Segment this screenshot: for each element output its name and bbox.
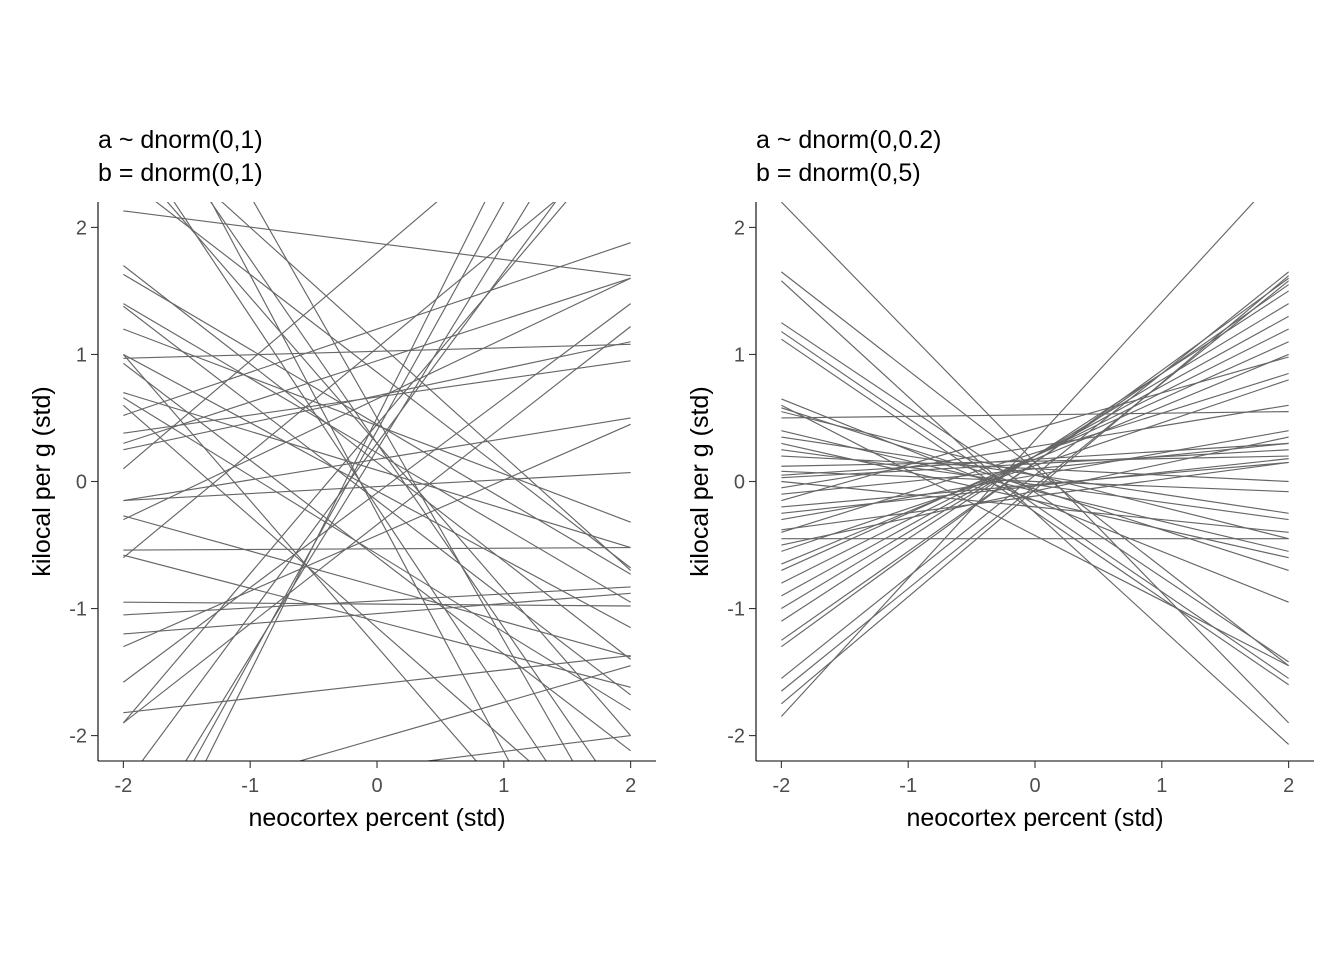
- y-tick-label: 2: [76, 217, 87, 239]
- x-tick-label: 1: [1156, 775, 1167, 797]
- prior-line: [781, 436, 1289, 546]
- y-tick-label: -2: [69, 726, 87, 748]
- prior-line: [423, 735, 631, 761]
- prior-line: [780, 202, 1255, 717]
- prior-line: [123, 472, 631, 502]
- prior-line: [781, 372, 1289, 533]
- prior-line: [123, 515, 631, 658]
- prior-line: [123, 417, 631, 502]
- prior-line: [123, 242, 631, 416]
- prior-line: [123, 326, 631, 724]
- x-tick-label: 2: [1283, 775, 1294, 797]
- prior-line: [221, 202, 632, 571]
- prior-line: [297, 665, 631, 761]
- prior-line: [123, 592, 631, 635]
- prior-line: [123, 392, 631, 549]
- y-tick-label: -1: [69, 599, 87, 621]
- prior-line: [780, 275, 1290, 705]
- prior-line: [210, 202, 597, 761]
- y-tick-label: -1: [727, 599, 745, 621]
- x-axis-title: neocortex percent (std): [248, 804, 505, 832]
- prior-line: [781, 480, 1289, 533]
- prior-line: [123, 423, 631, 648]
- prior-line: [781, 442, 1289, 495]
- prior-line: [123, 586, 631, 616]
- prior-line: [123, 360, 631, 434]
- prior-line: [253, 202, 574, 761]
- prior-line: [123, 601, 631, 607]
- panel-title-line: b = dnorm(0,1): [98, 159, 263, 187]
- prior-line: [123, 362, 631, 752]
- prior-lines: [780, 202, 1290, 745]
- x-tick-label: -2: [114, 775, 132, 797]
- prior-line: [122, 202, 438, 470]
- prior-line: [781, 436, 1289, 514]
- prior-line: [122, 202, 555, 559]
- prior-line: [123, 328, 631, 523]
- prior-line: [123, 397, 631, 711]
- y-tick-label: 1: [76, 344, 87, 366]
- prior-line: [155, 202, 631, 569]
- prior-line: [781, 404, 1289, 667]
- x-tick-label: -1: [899, 775, 917, 797]
- y-tick-label: 0: [734, 472, 745, 494]
- x-tick-label: 1: [498, 775, 509, 797]
- prior-line: [781, 404, 1289, 489]
- prior-line: [781, 470, 1289, 493]
- prior-line: [781, 442, 1289, 476]
- prior-line: [123, 654, 631, 714]
- prior-line: [123, 353, 631, 629]
- y-axis-title: kilocal per g (std): [28, 386, 56, 576]
- prior-line: [781, 449, 1289, 521]
- prior-line: [122, 354, 478, 761]
- x-tick-label: 0: [1029, 775, 1040, 797]
- prior-line: [781, 461, 1289, 531]
- prior-line: [185, 202, 530, 761]
- prior-line: [123, 210, 631, 277]
- prior-line: [123, 341, 631, 451]
- prior-line: [781, 458, 1289, 514]
- prior-line: [781, 455, 1289, 467]
- prior-line: [781, 290, 1289, 622]
- prior-line: [781, 449, 1289, 479]
- prior-line: [122, 202, 567, 724]
- prior-line: [210, 202, 510, 761]
- prior-line: [781, 322, 1289, 663]
- panel-left: a ~ dnorm(0,1) b = dnorm(0,1) -2 -1 0 1 2 -2 -1 0…: [28, 126, 656, 832]
- panel-right: a ~ dnorm(0,0.2) b = dnorm(0,5) -2 -1 0 1 2 -2 -…: [686, 126, 1314, 832]
- y-tick-label: 1: [734, 344, 745, 366]
- prior-line: [123, 303, 631, 683]
- prior-line: [123, 554, 631, 688]
- panel-title-line: a ~ dnorm(0,0.2): [756, 126, 942, 154]
- prior-line: [123, 303, 631, 603]
- prior-line: [173, 202, 547, 761]
- prior-line: [123, 343, 631, 359]
- prior-line: [781, 411, 1289, 419]
- prior-line: [781, 379, 1289, 552]
- prior-line: [123, 277, 631, 444]
- x-tick-label: 2: [625, 775, 636, 797]
- x-tick-label: -1: [241, 775, 259, 797]
- panel-title-line: a ~ dnorm(0,1): [98, 126, 263, 154]
- prior-line: [781, 331, 1289, 679]
- prior-line: [123, 265, 631, 660]
- x-tick-label: 0: [371, 775, 382, 797]
- y-tick-label: -2: [727, 726, 745, 748]
- prior-line: [781, 356, 1289, 502]
- x-tick-label: -2: [772, 775, 790, 797]
- prior-line: [193, 202, 505, 761]
- prior-lines: [122, 202, 632, 761]
- y-axis-title: kilocal per g (std): [686, 386, 714, 576]
- prior-line: [781, 338, 1289, 686]
- prior-line: [123, 277, 631, 521]
- prior-line: [123, 305, 631, 696]
- y-tick-label: 2: [734, 217, 745, 239]
- y-tick-label: 0: [76, 472, 87, 494]
- panel-title-line: b = dnorm(0,5): [756, 159, 921, 187]
- x-axis-title: neocortex percent (std): [906, 804, 1163, 832]
- prior-line: [123, 546, 631, 551]
